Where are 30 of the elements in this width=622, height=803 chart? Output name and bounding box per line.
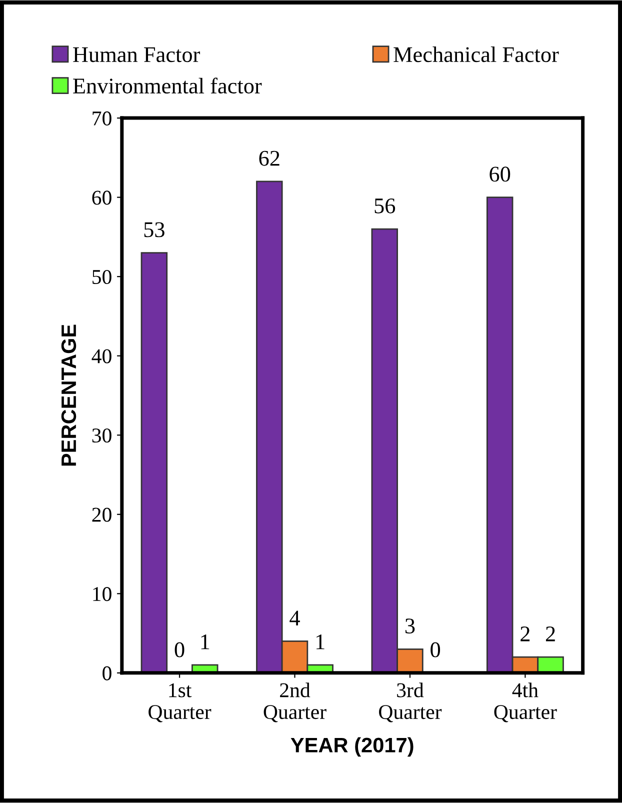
legend-label: Human Factor <box>73 47 200 62</box>
x-axis-title: YEAR (2017) <box>290 737 414 757</box>
y-tick-label: 40 <box>92 349 112 364</box>
y-tick-label: 60 <box>92 190 112 205</box>
x-tick-label: 3rd Quarter <box>379 682 442 722</box>
data-label: 60 <box>490 166 510 182</box>
y-tick-label: 70 <box>92 111 112 126</box>
y-tick-label: 30 <box>92 428 112 443</box>
data-label: 56 <box>374 198 396 214</box>
data-label: 3 <box>405 618 415 634</box>
y-tick-label: 50 <box>92 270 112 284</box>
data-label: 4 <box>290 610 300 626</box>
data-label: 2 <box>520 626 530 642</box>
data-label: 53 <box>144 222 164 238</box>
data-label: 0 <box>430 642 440 658</box>
legend-label: Environmental factor <box>73 78 262 94</box>
y-tick-label: 0 <box>102 666 112 680</box>
data-label: 2 <box>546 626 555 642</box>
y-axis-title: PERCENTAGE <box>61 324 76 466</box>
data-label: 62 <box>259 150 280 166</box>
legend-label: Mechanical Factor <box>394 46 559 62</box>
data-label: 1 <box>201 634 210 650</box>
x-tick-label: 4th Quarter <box>494 682 557 722</box>
y-tick-label: 20 <box>92 508 112 522</box>
y-tick-label: 10 <box>93 587 112 602</box>
x-tick-label: 2nd Quarter <box>264 682 326 722</box>
x-tick-label: 1st Quarter <box>148 683 212 722</box>
data-label: 0 <box>174 642 184 658</box>
data-label: 1 <box>316 634 324 650</box>
bar <box>140 252 168 673</box>
